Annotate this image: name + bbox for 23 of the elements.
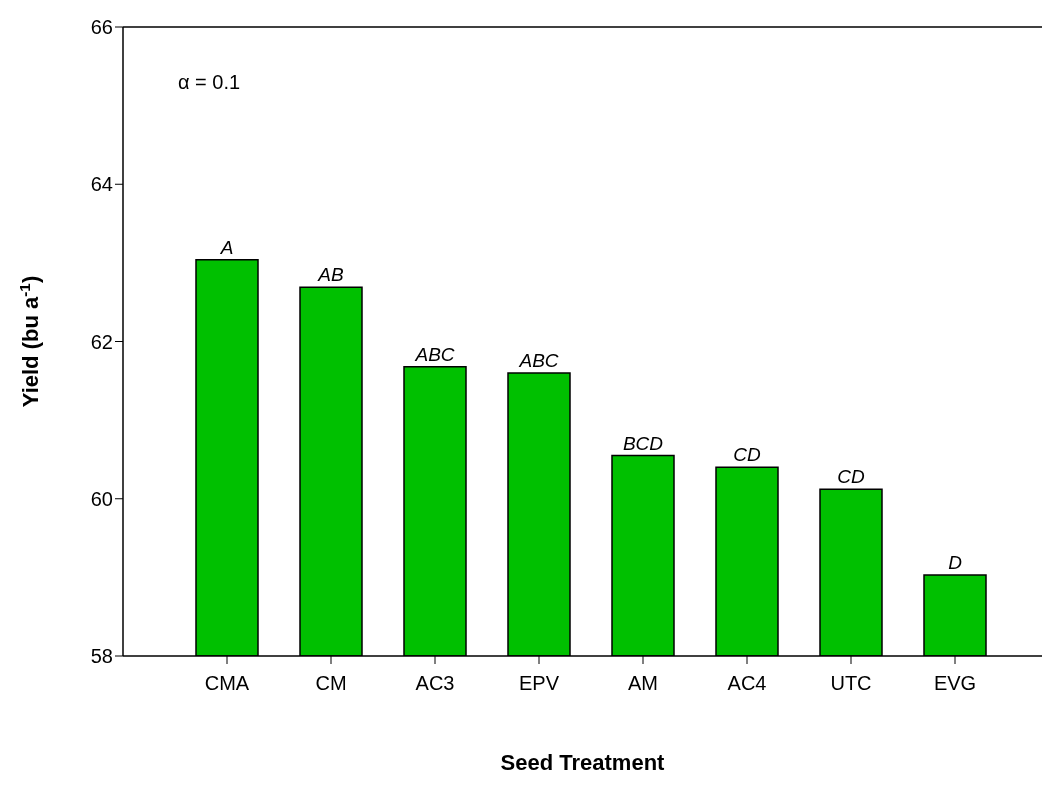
x-tick-label: CMA [204, 672, 250, 695]
annotation: ABC [518, 349, 559, 371]
x-tick-label: UTC [830, 672, 872, 695]
x-axis-title: Seed Treatment [500, 750, 666, 775]
y-tick-label: 64 [90, 173, 113, 196]
y-tick-label: 60 [90, 487, 113, 510]
y-tick-label: 66 [90, 16, 113, 39]
annotation: A [219, 236, 234, 258]
x-tick-label: AC4 [727, 672, 767, 695]
x-tick-label: AC3 [415, 672, 455, 695]
annotation: CD [733, 444, 761, 466]
x-tick-label: EVG [933, 672, 977, 695]
y-tick-label: 58 [90, 645, 113, 668]
annotation: D [948, 552, 963, 574]
x-tick-label: CM [315, 672, 347, 695]
y-tick-label: 62 [90, 330, 113, 353]
annotation: CD [837, 466, 865, 488]
annotation: ABC [414, 343, 455, 365]
annotation: α = 0.1 [178, 71, 241, 94]
annotation: BCD [622, 432, 664, 454]
annotation: AB [317, 264, 344, 286]
x-tick-label: AM [628, 672, 658, 695]
x-tick-label: EPV [518, 672, 560, 695]
